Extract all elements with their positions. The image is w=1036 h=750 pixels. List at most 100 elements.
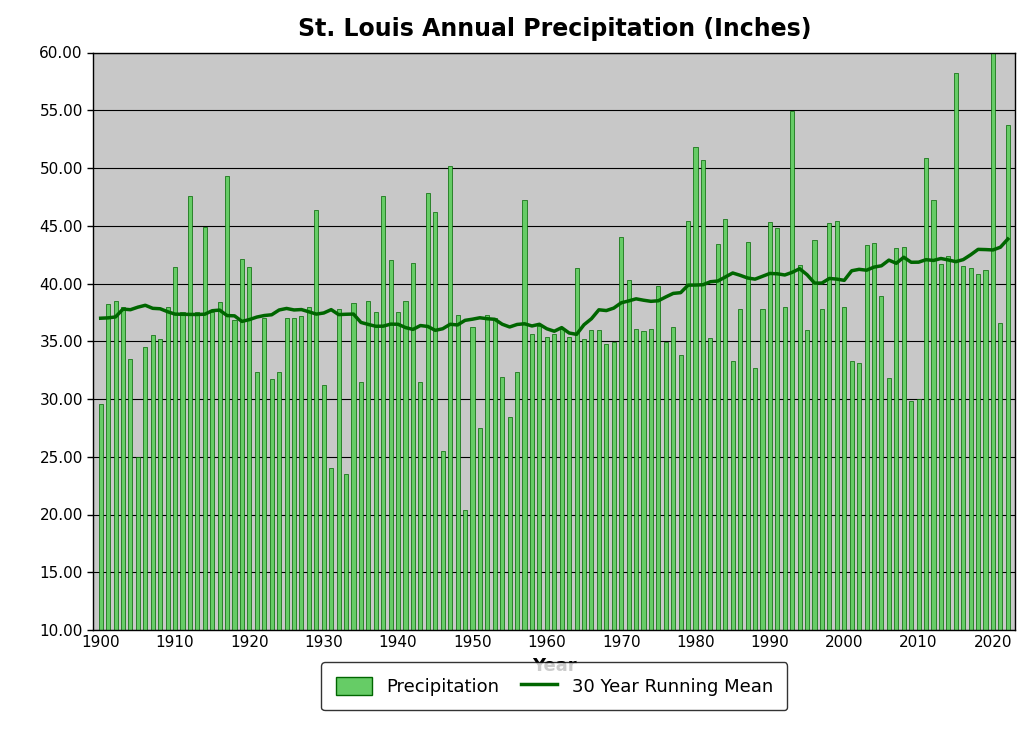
Bar bbox=[262, 318, 266, 630]
Bar bbox=[999, 322, 1003, 630]
Bar bbox=[1006, 125, 1010, 630]
Bar bbox=[969, 268, 973, 630]
Bar bbox=[634, 328, 638, 630]
Bar bbox=[529, 334, 534, 630]
Bar bbox=[218, 302, 222, 630]
Bar bbox=[842, 307, 846, 630]
Bar bbox=[166, 307, 170, 630]
Bar bbox=[760, 309, 765, 630]
Bar bbox=[983, 270, 987, 630]
Bar bbox=[411, 262, 415, 630]
Bar bbox=[337, 309, 341, 630]
Bar bbox=[723, 219, 727, 630]
Bar bbox=[931, 200, 936, 630]
Bar bbox=[538, 326, 542, 630]
Bar bbox=[173, 267, 177, 630]
Bar bbox=[917, 399, 921, 630]
Bar bbox=[403, 301, 407, 630]
Bar bbox=[121, 307, 125, 630]
Bar bbox=[864, 245, 868, 630]
Bar bbox=[575, 268, 579, 630]
Bar bbox=[285, 318, 289, 630]
Bar bbox=[426, 194, 430, 630]
Bar bbox=[351, 303, 355, 630]
Legend: Precipitation, 30 Year Running Mean: Precipitation, 30 Year Running Mean bbox=[321, 662, 787, 710]
Bar bbox=[344, 474, 348, 630]
Title: St. Louis Annual Precipitation (Inches): St. Louis Annual Precipitation (Inches) bbox=[297, 16, 811, 40]
Bar bbox=[143, 347, 147, 630]
Bar bbox=[805, 330, 809, 630]
Bar bbox=[604, 344, 608, 630]
Bar bbox=[374, 312, 378, 630]
Bar bbox=[679, 355, 683, 630]
Bar bbox=[701, 160, 706, 630]
Bar bbox=[440, 451, 444, 630]
Bar bbox=[180, 312, 184, 630]
Bar bbox=[159, 339, 163, 630]
Bar bbox=[671, 328, 675, 630]
Bar bbox=[990, 53, 995, 630]
Bar bbox=[819, 309, 824, 630]
Bar bbox=[314, 209, 318, 630]
Bar bbox=[961, 266, 966, 630]
Bar bbox=[641, 331, 645, 630]
Bar bbox=[255, 373, 259, 630]
Bar bbox=[114, 301, 118, 630]
Bar bbox=[210, 312, 214, 630]
Bar bbox=[924, 158, 928, 630]
Bar bbox=[277, 373, 281, 630]
Bar bbox=[203, 227, 207, 630]
Bar bbox=[775, 228, 779, 630]
Bar bbox=[299, 316, 304, 630]
Bar bbox=[894, 248, 898, 630]
Bar bbox=[493, 318, 497, 630]
Bar bbox=[910, 401, 913, 630]
Bar bbox=[901, 247, 905, 630]
Bar bbox=[857, 363, 861, 630]
Bar bbox=[322, 386, 325, 630]
Bar bbox=[768, 222, 772, 630]
Bar bbox=[98, 404, 103, 630]
Bar bbox=[269, 380, 274, 630]
Bar bbox=[150, 335, 154, 630]
Bar bbox=[128, 358, 133, 630]
Bar bbox=[693, 147, 697, 630]
Bar bbox=[419, 382, 423, 630]
Bar bbox=[388, 260, 393, 630]
Bar bbox=[664, 343, 668, 630]
Bar bbox=[470, 328, 474, 630]
Bar bbox=[582, 339, 586, 630]
Bar bbox=[730, 361, 735, 630]
Bar bbox=[240, 260, 244, 630]
Bar bbox=[196, 312, 199, 630]
Bar bbox=[954, 74, 958, 630]
Bar bbox=[500, 377, 505, 630]
Bar bbox=[709, 338, 713, 630]
Bar bbox=[946, 256, 950, 630]
Bar bbox=[508, 418, 512, 630]
Bar bbox=[649, 328, 653, 630]
Bar bbox=[790, 112, 795, 630]
X-axis label: Year: Year bbox=[531, 657, 577, 675]
Bar bbox=[828, 224, 832, 630]
Bar bbox=[872, 243, 876, 630]
Bar bbox=[463, 510, 467, 630]
Bar bbox=[589, 330, 594, 630]
Bar bbox=[620, 237, 624, 630]
Bar bbox=[248, 267, 252, 630]
Bar bbox=[456, 315, 460, 630]
Bar bbox=[939, 264, 943, 630]
Bar bbox=[812, 239, 816, 630]
Bar bbox=[887, 378, 891, 630]
Bar bbox=[515, 373, 519, 630]
Bar bbox=[136, 457, 140, 630]
Bar bbox=[545, 337, 549, 630]
Bar bbox=[738, 309, 742, 630]
Bar bbox=[686, 221, 690, 630]
Bar bbox=[433, 212, 437, 630]
Bar bbox=[850, 361, 854, 630]
Bar bbox=[358, 382, 363, 630]
Bar bbox=[746, 242, 750, 630]
Bar bbox=[627, 280, 631, 630]
Bar bbox=[292, 318, 296, 630]
